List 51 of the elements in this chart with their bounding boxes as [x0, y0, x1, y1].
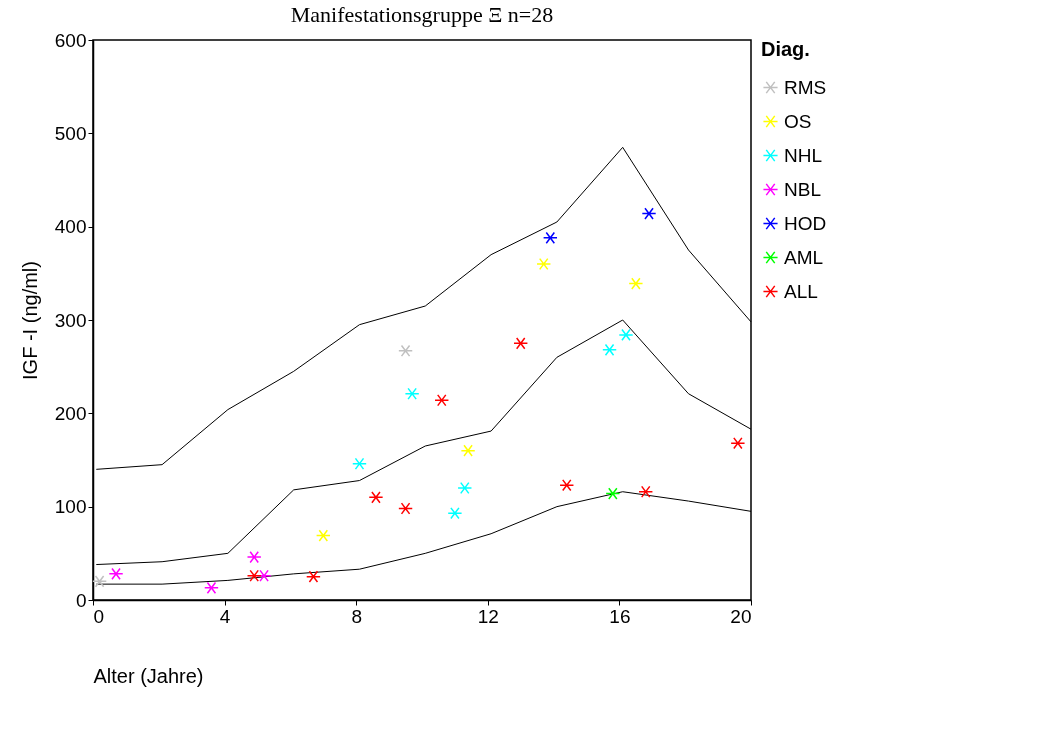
legend-label: NBL [784, 178, 821, 200]
point [457, 481, 473, 495]
y-tick-label: 400 [54, 216, 87, 238]
legend-label: HOD [784, 212, 827, 234]
x-tick-label: 20 [730, 605, 752, 627]
chart-title: Manifestationsgruppe Ξ n=28 [290, 2, 554, 27]
legend-title: Diag. [761, 38, 810, 60]
point [447, 507, 463, 520]
legend-label: OS [784, 110, 812, 132]
point [92, 575, 108, 588]
x-tick-label: 4 [219, 605, 231, 627]
point [641, 207, 657, 220]
point [513, 337, 529, 350]
y-tick-label: 600 [54, 29, 87, 51]
point [730, 437, 746, 450]
point [246, 550, 262, 564]
point [203, 581, 219, 594]
x-tick-label: 0 [93, 605, 105, 627]
x-tick-label: 8 [351, 605, 362, 627]
legend-label: AML [784, 246, 824, 268]
y-tick-label: 200 [54, 402, 87, 424]
x-tick-label: 12 [477, 605, 499, 627]
y-tick-label: 100 [54, 496, 87, 518]
legend-label: RMS [784, 76, 827, 98]
point [368, 491, 384, 504]
point [559, 479, 575, 492]
point [246, 569, 262, 582]
point [404, 387, 420, 400]
legend-label: NHL [784, 144, 823, 166]
point [398, 344, 414, 357]
y-tick-label: 500 [54, 122, 87, 144]
legend-label: ALL [784, 280, 818, 302]
point [628, 277, 644, 290]
point [315, 529, 331, 542]
point [305, 570, 321, 583]
point [460, 444, 476, 457]
point [398, 502, 414, 515]
point [536, 257, 552, 271]
y-tick-label: 300 [54, 309, 87, 331]
point [352, 457, 367, 470]
point [638, 485, 654, 498]
y-tick-label: 0 [75, 589, 87, 611]
x-tick-label: 16 [609, 605, 631, 627]
point [605, 487, 621, 500]
y-axis-title: IGF -I (ng/ml) [18, 261, 41, 380]
point [108, 567, 124, 580]
x-axis-title: Alter (Jahre) [93, 664, 204, 687]
point [602, 343, 617, 356]
point [542, 231, 558, 244]
point [618, 328, 634, 342]
point [434, 394, 450, 407]
